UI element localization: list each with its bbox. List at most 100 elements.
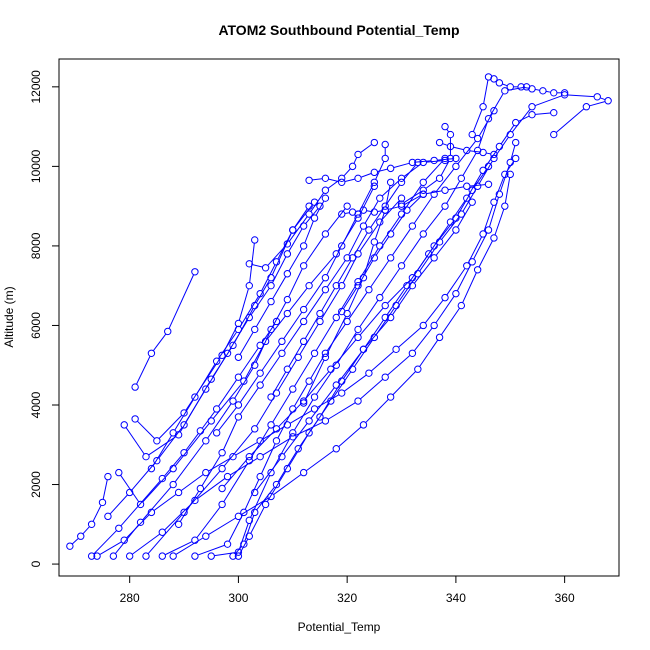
series-segment: [196, 363, 216, 395]
series-segment: [289, 288, 308, 312]
series-segment: [294, 383, 308, 407]
data-point: [191, 268, 199, 276]
flight-series: [158, 154, 449, 560]
series-segment: [109, 494, 128, 515]
data-point: [77, 532, 85, 540]
data-point: [223, 349, 232, 357]
chart-title: ATOM2 Southbound Potential_Temp: [218, 22, 459, 38]
data-point: [267, 325, 275, 334]
data-point: [120, 536, 128, 544]
series-segment: [470, 184, 486, 187]
data-point: [321, 417, 330, 425]
series-segment: [366, 210, 372, 212]
data-point: [397, 262, 406, 270]
series-segment: [267, 315, 286, 339]
data-point: [338, 307, 346, 316]
data-point: [251, 488, 259, 497]
y-tick-label: 8000: [29, 232, 43, 259]
series-segment: [142, 470, 172, 503]
series-segment: [354, 339, 373, 367]
data-point: [441, 186, 449, 194]
series-segment: [312, 178, 323, 181]
data-point: [310, 349, 319, 357]
series-segment: [158, 415, 183, 439]
series-segment: [510, 145, 516, 160]
data-point: [511, 118, 520, 127]
series-segment: [486, 152, 491, 155]
series-segment: [500, 165, 510, 192]
series-segment: [337, 260, 352, 284]
series-segment: [363, 245, 374, 275]
data-point: [376, 194, 384, 202]
data-point: [305, 417, 313, 425]
data-point: [348, 208, 357, 216]
series-segment: [174, 399, 194, 431]
series-segment: [277, 451, 297, 482]
y-tick-label: 12000: [29, 70, 43, 104]
x-tick-label: 320: [337, 591, 357, 605]
data-point: [403, 206, 411, 214]
series-segment: [381, 200, 400, 220]
data-point: [321, 353, 330, 361]
data-point: [147, 508, 156, 517]
series-segment: [377, 168, 388, 173]
data-point: [272, 425, 281, 433]
series-segment: [234, 367, 254, 399]
series-segment: [164, 502, 193, 531]
data-point: [354, 281, 362, 290]
data-point: [495, 190, 504, 198]
series-segment: [342, 216, 357, 244]
series-segment: [451, 200, 466, 220]
data-point: [87, 552, 96, 560]
series-segment: [392, 288, 411, 315]
series-segment: [272, 256, 287, 283]
series-segment: [535, 95, 562, 107]
data-point: [468, 186, 476, 194]
flight-series: [104, 202, 324, 521]
series-segment: [403, 236, 422, 264]
data-point: [115, 524, 123, 532]
data-point: [278, 452, 286, 461]
data-point: [218, 449, 226, 457]
data-point: [359, 274, 368, 282]
series-segment: [353, 157, 358, 164]
flight-series: [174, 156, 449, 528]
series-segment: [185, 391, 205, 423]
data-point: [365, 226, 373, 234]
data-point: [174, 488, 183, 497]
x-tick-label: 340: [446, 591, 466, 605]
series-segment: [256, 459, 281, 491]
series-segment: [239, 347, 259, 375]
data-point: [283, 270, 292, 278]
data-point: [125, 552, 134, 560]
data-point: [229, 552, 237, 560]
data-point: [332, 381, 340, 389]
series-segment: [174, 423, 210, 467]
data-point: [386, 178, 395, 186]
data-point: [66, 542, 74, 550]
data-point: [180, 421, 188, 429]
data-point: [327, 365, 335, 373]
series-segment: [277, 359, 297, 391]
data-point: [348, 254, 357, 262]
series-segment: [381, 180, 400, 197]
series-segment: [386, 288, 406, 315]
series-segment: [387, 355, 411, 376]
series-segment: [435, 232, 455, 256]
data-point: [147, 464, 156, 473]
data-point: [229, 397, 237, 405]
series-segment: [478, 121, 488, 148]
series-segment: [294, 208, 308, 228]
data-point: [582, 103, 591, 111]
series-segment: [239, 332, 254, 355]
data-point: [169, 552, 177, 560]
data-point: [359, 222, 368, 230]
series-segment: [430, 224, 449, 252]
data-point: [484, 162, 493, 171]
data-point: [316, 309, 324, 318]
data-point: [98, 498, 107, 507]
data-point: [202, 385, 210, 393]
series-segment: [386, 184, 401, 204]
series-segment: [288, 435, 308, 466]
